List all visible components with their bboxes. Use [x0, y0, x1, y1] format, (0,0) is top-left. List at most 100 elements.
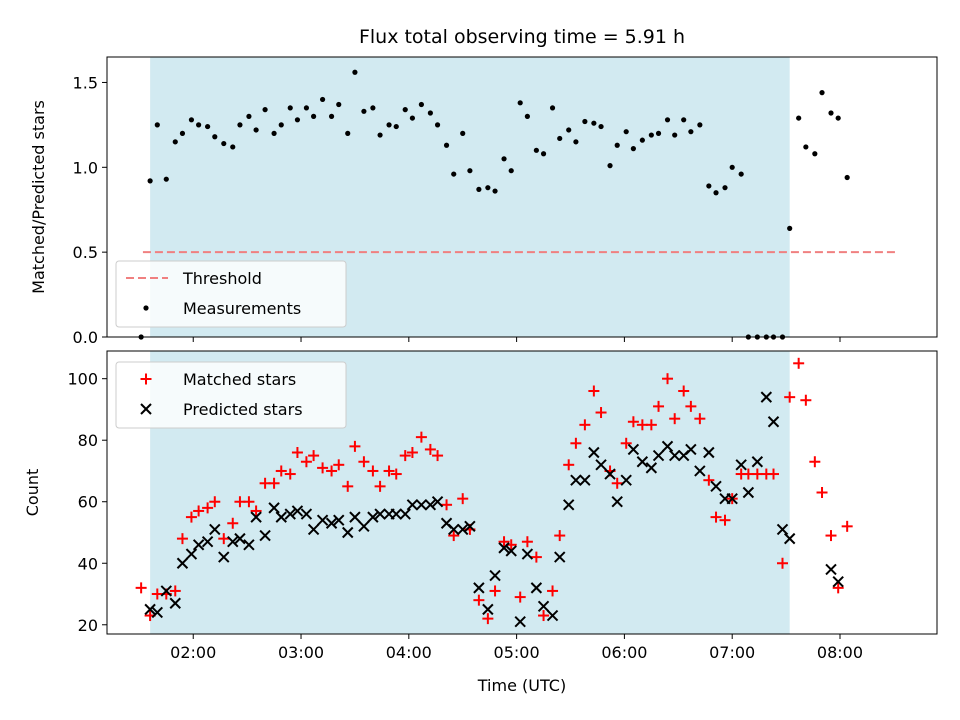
matched-stars-point [662, 373, 674, 385]
measurements-point [533, 147, 539, 153]
matched-stars-point [441, 499, 453, 511]
predicted-stars-point [424, 499, 437, 511]
predicted-stars-point [291, 505, 304, 517]
x-tick-label: 04:00 [386, 643, 432, 662]
measurements-point [573, 139, 579, 145]
legend-marker [140, 403, 152, 415]
measurements-point [623, 129, 629, 135]
predicted-stars-point [498, 542, 510, 554]
measurements-point [655, 130, 662, 136]
measurements-point [345, 130, 351, 136]
matched-stars-point [243, 496, 255, 508]
measurements-point [262, 107, 268, 113]
legend-label: Measurements [183, 299, 301, 318]
measurements-point [221, 140, 227, 147]
matched-stars-point [326, 465, 338, 477]
matched-stars-point [275, 465, 287, 477]
predicted-stars-point [703, 446, 715, 459]
measurements-point [517, 100, 523, 106]
measurements-point [303, 105, 310, 111]
measurements-point [812, 151, 818, 157]
measurements-point [844, 174, 850, 181]
predicted-stars-point [611, 496, 623, 508]
measurements-point [582, 118, 588, 125]
matched-stars-point [333, 459, 345, 471]
x-tick-label: 05:00 [494, 643, 540, 662]
predicted-stars-point [185, 548, 198, 560]
measurements-point [294, 117, 301, 123]
predicted-stars-point [652, 449, 665, 462]
matched-stars-point [473, 594, 485, 606]
matched-stars-point [825, 530, 837, 542]
matched-stars-point [300, 456, 312, 468]
predicted-stars-point [464, 520, 476, 533]
predicted-stars-point [349, 511, 361, 523]
matched-stars-point [202, 502, 214, 514]
chart-title: Flux total observing time = 5.91 h [359, 26, 685, 48]
matched-stars-point [521, 536, 533, 548]
matched-stars-point [611, 477, 623, 489]
matched-stars-point [514, 591, 526, 603]
predicted-stars-point [726, 492, 738, 505]
counts-panel: 20 40 60 80 100 02:00 03:00 04:00 05:00 06:00 07:… [23, 350, 938, 662]
matched-stars-point [308, 450, 320, 462]
predicted-stars-point [399, 508, 411, 520]
measurements-point [402, 107, 408, 113]
measurements-point [212, 134, 218, 140]
matched-stars-point [563, 459, 575, 471]
measurements-point [230, 144, 236, 150]
measurements-point [370, 105, 376, 111]
matched-stars-point [432, 450, 444, 462]
measurements-point [377, 132, 383, 138]
predicted-stars-point [448, 523, 460, 536]
predicted-stars-point [250, 511, 262, 523]
predicted-stars-point [218, 551, 230, 563]
measurements-point [501, 156, 507, 162]
measurements-point [614, 142, 620, 148]
ratio-y-axis: 0.0 0.5 1.0 1.5 [73, 73, 107, 347]
matched-stars-point [669, 413, 681, 425]
predicted-stars-point [209, 523, 221, 536]
matched-stars-point [595, 407, 607, 419]
measurements-point [328, 113, 335, 119]
matched-stars-point [406, 447, 418, 459]
legend-label: Matched stars [183, 370, 296, 389]
measurements-point [147, 178, 153, 184]
ratio-panel: 0.0 0.5 1.0 1.5 Matched/Predicted stars Thr… [29, 56, 938, 347]
predicted-stars-point [710, 480, 722, 493]
x-tick-label: 03:00 [278, 643, 324, 662]
x-tick-label: 08:00 [817, 643, 863, 662]
predicted-stars-point [144, 603, 156, 616]
predicted-stars-point [358, 520, 370, 533]
counts-x-axis: 02:00 03:00 04:00 05:00 06:00 07:00 08:00 [170, 634, 863, 662]
measurements-point [443, 142, 450, 148]
measurements-point [713, 190, 719, 196]
matched-stars-point [342, 480, 354, 492]
matched-stars-point [227, 517, 239, 529]
predicted-stars-point [685, 443, 697, 456]
measurements-point [835, 115, 841, 121]
predicted-stars-point [275, 511, 287, 523]
measurements-point [697, 122, 703, 128]
matched-stars-point [694, 413, 706, 425]
predicted-stars-point [604, 468, 616, 480]
predicted-stars-point [767, 416, 780, 428]
predicted-stars-point [537, 600, 550, 613]
predicted-stars-point [406, 499, 419, 511]
matched-stars-point [349, 440, 361, 452]
matched-stars-point [176, 533, 188, 545]
matched-stars-point [776, 557, 788, 569]
measurements-point [630, 146, 636, 152]
measurements-point [237, 122, 243, 128]
predicted-stars-point [760, 391, 773, 403]
measurements-point [311, 113, 317, 119]
predicted-stars-point [325, 517, 338, 529]
predicted-stars-point [742, 486, 755, 499]
matched-stars-point [317, 462, 329, 474]
x-tick-label: 07:00 [709, 643, 755, 662]
counts-y-axis-label: Count [23, 469, 42, 517]
y-tick-label: 100 [67, 370, 98, 389]
y-tick-label: 0.5 [73, 243, 98, 262]
measurements-point [492, 188, 498, 194]
ratio-y-axis-label: Matched/Predicted stars [29, 100, 48, 294]
